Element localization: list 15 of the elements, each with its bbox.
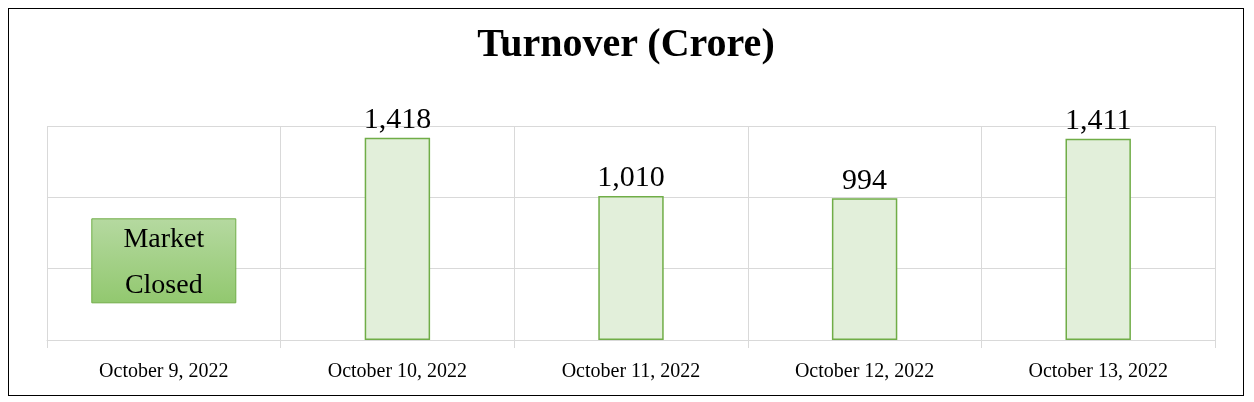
- bar: [831, 198, 898, 340]
- x-tick-label: October 12, 2022: [794, 359, 935, 381]
- bar: [1065, 138, 1131, 340]
- data-label: 1,010: [597, 159, 665, 193]
- chart-title: Turnover (Crore): [477, 19, 775, 65]
- data-label: 1,411: [1065, 102, 1132, 136]
- bar: [598, 195, 664, 340]
- data-label: 994: [842, 161, 888, 195]
- x-tick-label: October 9, 2022: [99, 359, 229, 381]
- bar: [364, 137, 431, 340]
- x-tick-label: October 10, 2022: [327, 359, 468, 381]
- annotation: Market Closed: [123, 222, 205, 300]
- data-label: 1,418: [363, 101, 432, 135]
- x-tick-label: October 13, 2022: [1028, 359, 1168, 381]
- x-tick-label: October 11, 2022: [561, 359, 701, 381]
